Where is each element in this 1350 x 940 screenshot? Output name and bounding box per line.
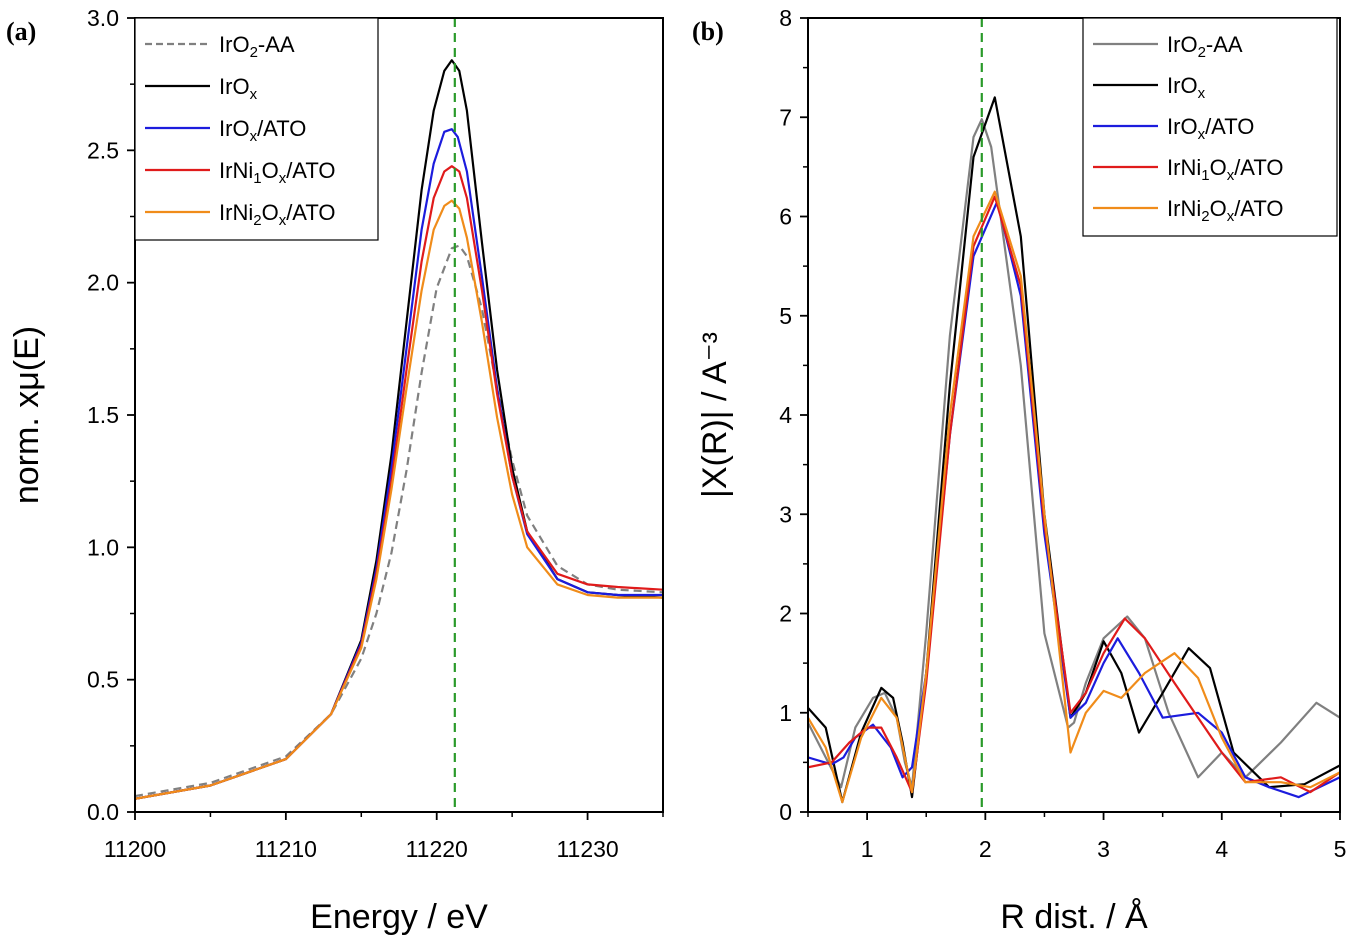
panel-b-exafs-chart: 1 2 3 4 5 0 1 2 3 4 5 6 7 8 R dist. / Å |X(R)| / A⁻³ (b)… — [692, 5, 1346, 936]
series-line-IrNi1Ox/ATO — [808, 195, 1340, 794]
x-tick-label: 3 — [1097, 836, 1110, 862]
x-tick-label: 2 — [979, 836, 992, 862]
series-lines — [808, 96, 1340, 804]
y-tick-label: 5 — [779, 303, 792, 329]
series-line-IrOx — [808, 96, 1340, 804]
y-tick-label: 2.0 — [87, 270, 119, 296]
y-tick-label: 2.5 — [87, 137, 119, 163]
x-axis-title: Energy / eV — [310, 898, 488, 936]
legend: IrO2-AA IrOx IrOx/ATO IrNi1Ox/ATO IrNi2Ox/AT… — [1082, 17, 1338, 237]
series-line-IrO2-AA — [808, 118, 1340, 789]
x-tick-label: 11230 — [556, 836, 618, 862]
y-tick-label: 3.0 — [87, 5, 119, 31]
legend-label-IrNi2Ox/ATO: IrNi2Ox/ATO — [219, 200, 336, 229]
y-tick-label: 4 — [779, 402, 792, 428]
legend-label-IrO2-AA: IrO2-AA — [219, 32, 295, 61]
legend: IrO2-AA IrOx IrOx/ATO IrNi1Ox/ATO IrNi2Ox/AT… — [134, 17, 379, 241]
y-tick-label: 3 — [779, 501, 792, 527]
y-tick-label: 1.0 — [87, 534, 119, 560]
y-tick-label: 0.5 — [87, 667, 119, 693]
x-axis-title: R dist. / Å — [1000, 898, 1148, 936]
y-tick-label: 0.0 — [87, 799, 119, 825]
y-tick-label: 6 — [779, 204, 792, 230]
y-tick-label: 8 — [779, 5, 792, 31]
x-tick-label: 11220 — [406, 836, 468, 862]
x-tick-label: 1 — [861, 836, 874, 862]
x-tick-label: 11200 — [104, 836, 166, 862]
legend-label-IrOx: IrOx — [219, 74, 258, 103]
panel-label: (b) — [692, 17, 724, 46]
x-tick-label: 11210 — [255, 836, 317, 862]
legend-label-IrOx: IrOx — [1167, 73, 1206, 102]
legend-label-IrNi1Ox/ATO: IrNi1Ox/ATO — [219, 158, 336, 187]
y-tick-label: 1.5 — [87, 402, 119, 428]
series-lines — [135, 59, 663, 800]
x-tick-label: 4 — [1215, 836, 1228, 862]
y-tick-label: 2 — [779, 601, 792, 627]
legend-label-IrOx/ATO: IrOx/ATO — [1167, 114, 1254, 143]
legend-label-IrO2-AA: IrO2-AA — [1167, 32, 1243, 61]
legend-label-IrNi1Ox/ATO: IrNi1Ox/ATO — [1167, 155, 1284, 184]
x-tick-label: 5 — [1334, 836, 1347, 862]
legend-label-IrOx/ATO: IrOx/ATO — [219, 116, 306, 145]
y-tick-label: 0 — [779, 799, 792, 825]
panel-label: (a) — [6, 17, 36, 46]
series-line-IrO2-AA — [135, 244, 663, 798]
series-line-IrNi2Ox/ATO — [135, 199, 663, 800]
y-tick-label: 1 — [779, 700, 792, 726]
legend-label-IrNi2Ox/ATO: IrNi2Ox/ATO — [1167, 196, 1284, 225]
y-axis-title: norm. xμ(E) — [8, 326, 46, 504]
panel-a-xanes-chart: 11200 11210 11220 11230 0.0 0.5 1.0 1.5 2.0 2.5 3.… — [6, 5, 664, 936]
series-line-IrNi1Ox/ATO — [135, 165, 663, 800]
y-axis-title: |X(R)| / A⁻³ — [696, 332, 734, 498]
y-tick-label: 7 — [779, 104, 792, 130]
series-line-IrNi2Ox/ATO — [808, 190, 1340, 804]
